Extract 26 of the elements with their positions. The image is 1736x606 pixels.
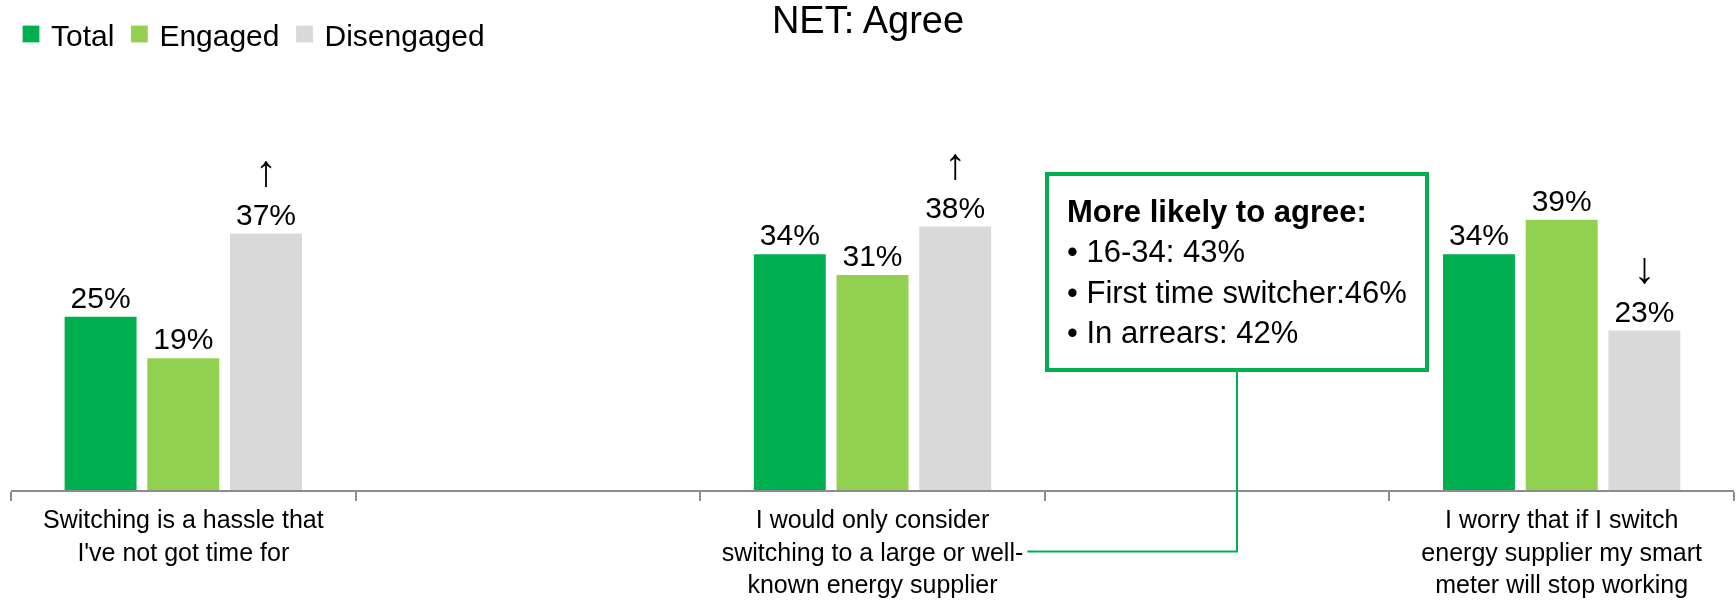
x-tick-label: I worry that if I switch energy supplier my smart meter will stop working xyxy=(1421,505,1703,598)
bar xyxy=(64,316,137,490)
x-tick-label: Switching is a hassle that I've not got time for xyxy=(42,505,324,566)
legend-label: Engaged xyxy=(159,18,280,52)
bar xyxy=(1443,254,1515,490)
bar xyxy=(1608,330,1681,490)
chart-title: NET: Agree xyxy=(771,0,965,41)
bar xyxy=(147,358,220,490)
annotation: More likely to agree: • 16-34: 43% • First time switcher:46% • In arrears: 42% xyxy=(1067,194,1407,350)
data-label: ↓ 23% xyxy=(1614,242,1675,328)
bar xyxy=(836,275,909,490)
bar xyxy=(1525,219,1598,490)
data-label: 34% xyxy=(1448,218,1510,252)
data-label: 25% xyxy=(70,280,131,314)
data-label: ↑ 38% xyxy=(925,138,986,224)
data-label: 31% xyxy=(842,239,903,273)
bar xyxy=(230,233,302,490)
data-label: ↑ 37% xyxy=(235,145,297,231)
legend-label: Total xyxy=(51,18,115,52)
bar xyxy=(753,254,826,490)
legend-label: Disengaged xyxy=(324,18,485,52)
bar xyxy=(919,226,992,490)
data-label: 19% xyxy=(153,322,214,356)
data-label: 34% xyxy=(759,218,820,252)
x-tick-label: I would only consider switching to a large or well-known energy supplier xyxy=(721,505,1024,598)
data-label: 39% xyxy=(1531,183,1592,217)
